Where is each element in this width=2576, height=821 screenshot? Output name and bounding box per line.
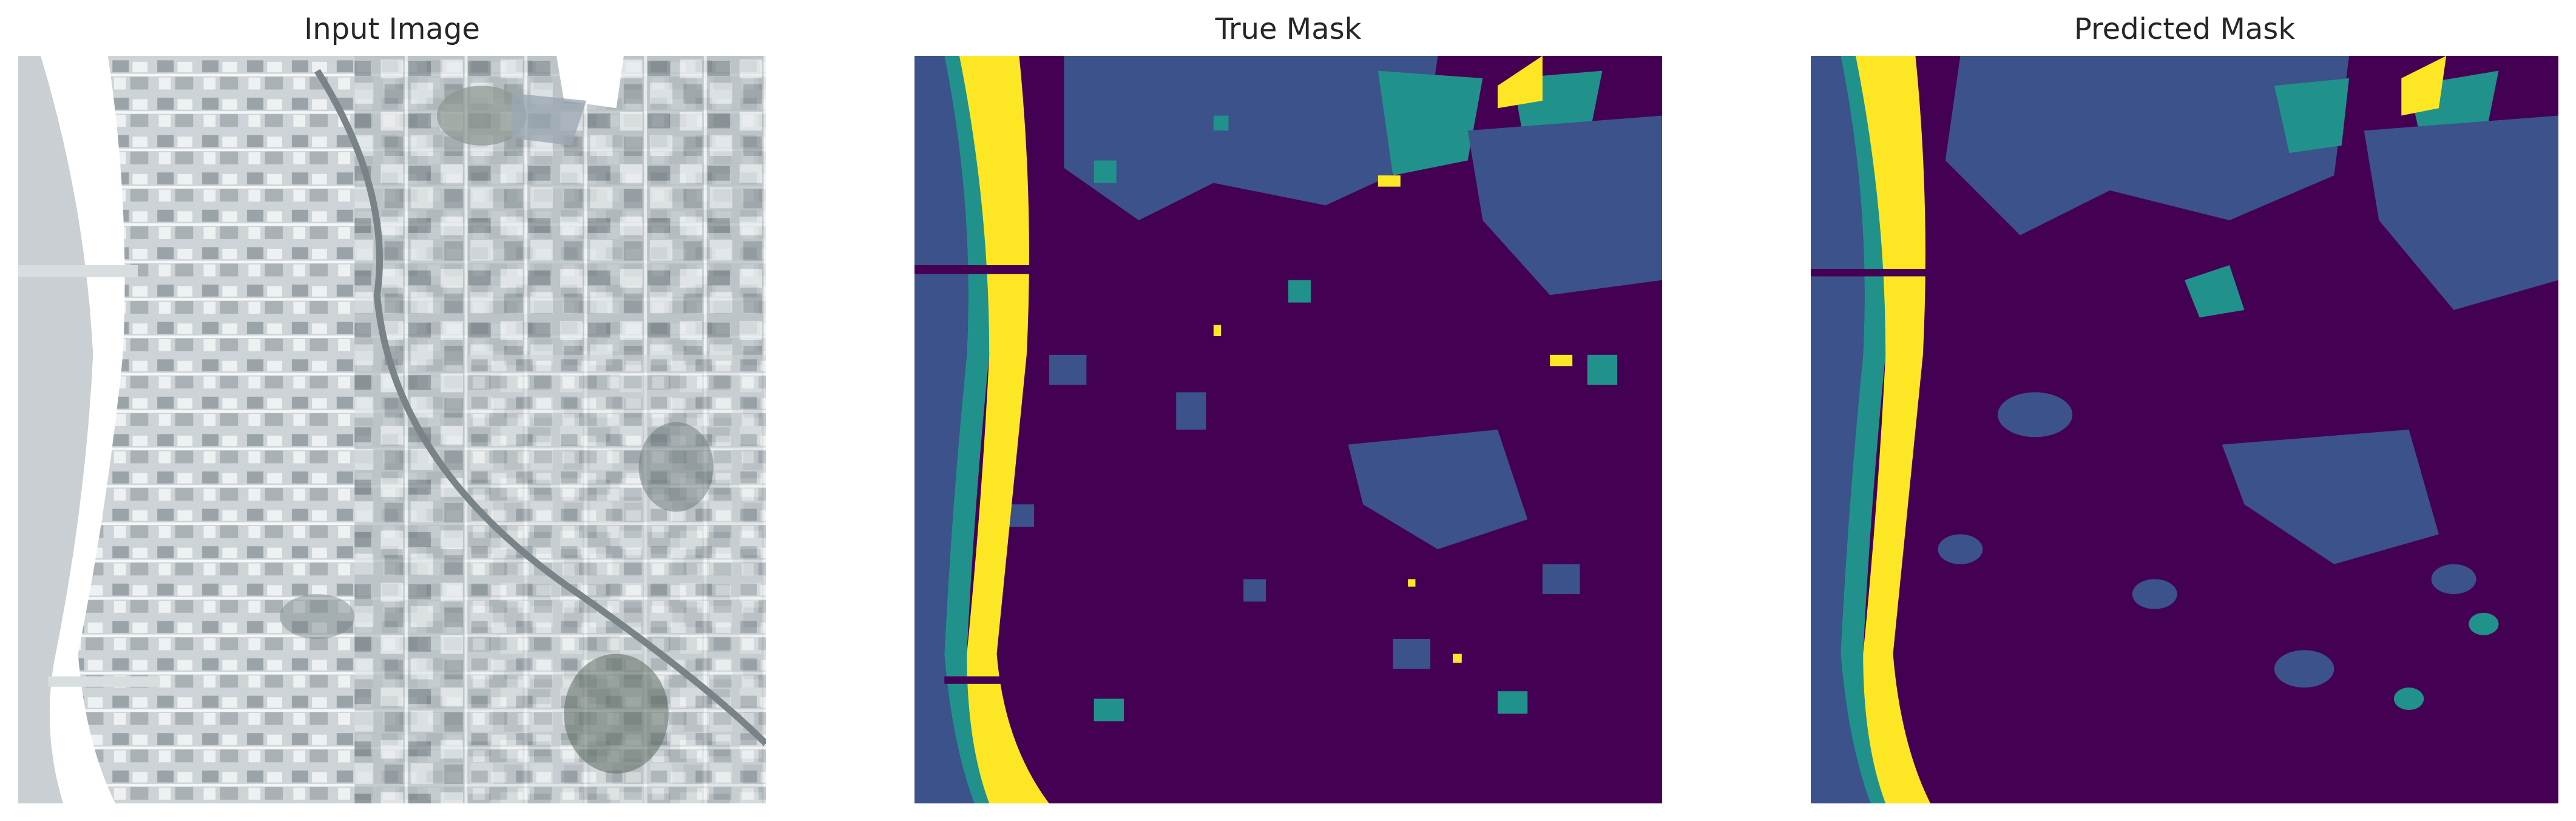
input-image-title: Input Image: [304, 12, 480, 46]
predicted-mask-image: [1811, 56, 2558, 803]
predicted-mask-panel: Predicted Mask: [1811, 0, 2558, 821]
true-mask-image: [914, 56, 1662, 803]
input-image: [18, 56, 766, 803]
input-image-panel: Input Image: [18, 0, 766, 821]
true-mask-panel: True Mask: [914, 0, 1662, 821]
predicted-mask-title: Predicted Mask: [2074, 12, 2296, 46]
true-mask-title: True Mask: [1215, 12, 1362, 46]
